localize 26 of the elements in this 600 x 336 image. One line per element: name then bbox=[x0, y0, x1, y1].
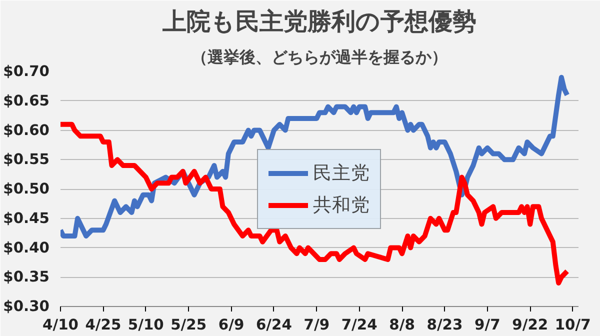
y-tick-label: $0.55 bbox=[3, 151, 50, 168]
x-tick-label: 10/7 bbox=[554, 316, 591, 334]
chart-title: 上院も民主党勝利の予想優勢 bbox=[162, 8, 476, 36]
y-tick-label: $0.60 bbox=[3, 122, 50, 139]
y-tick-label: $0.70 bbox=[3, 63, 50, 80]
x-tick-label: 8/8 bbox=[389, 316, 415, 334]
x-tick-label: 4/25 bbox=[85, 316, 122, 334]
y-tick-label: $0.40 bbox=[3, 239, 50, 256]
x-tick-label: 8/23 bbox=[426, 316, 463, 334]
x-tick-label: 5/25 bbox=[170, 316, 207, 334]
y-tick-label: $0.50 bbox=[3, 180, 50, 198]
x-tick-label: 5/10 bbox=[128, 316, 164, 334]
y-tick-label: $0.30 bbox=[3, 298, 50, 315]
y-tick-label: $0.35 bbox=[3, 268, 50, 286]
legend-label: 民主党 bbox=[313, 162, 370, 186]
legend-label: 共和党 bbox=[313, 194, 370, 218]
x-tick-label: 7/24 bbox=[341, 316, 378, 334]
x-tick-label: 6/9 bbox=[218, 316, 244, 334]
x-tick-label: 6/24 bbox=[256, 316, 292, 334]
x-tick-label: 9/7 bbox=[474, 316, 500, 334]
x-tick-label: 4/10 bbox=[42, 316, 78, 334]
y-tick-label: $0.45 bbox=[3, 210, 50, 227]
chart-subtitle: （選挙後、どちらが過半を握るか） bbox=[192, 48, 448, 66]
y-tick-label: $0.65 bbox=[3, 92, 50, 110]
x-tick-label: 7/9 bbox=[304, 316, 330, 334]
x-tick-label: 9/22 bbox=[512, 316, 548, 334]
